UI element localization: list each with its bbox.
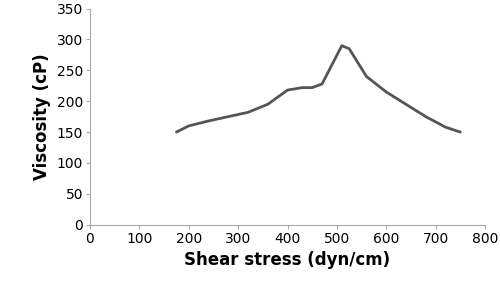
Y-axis label: Viscosity (cP): Viscosity (cP) bbox=[33, 53, 51, 180]
X-axis label: Shear stress (dyn/cm): Shear stress (dyn/cm) bbox=[184, 251, 390, 269]
